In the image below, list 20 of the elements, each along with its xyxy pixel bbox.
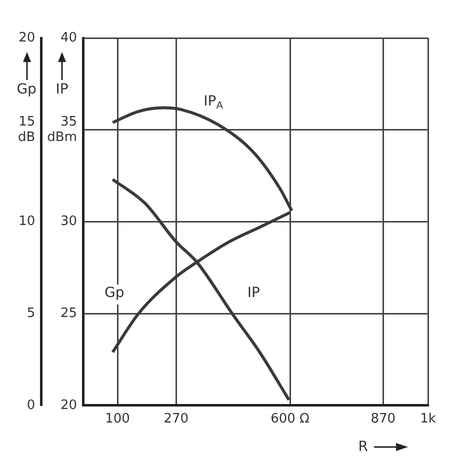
x-tick-label: 600 Ω (270, 412, 310, 427)
series-label: Gp (104, 285, 124, 302)
y2-tick-label: 35 dBm (47, 114, 78, 146)
x-tick-label: 100 (105, 412, 130, 427)
x-tick-label: 270 (164, 412, 189, 427)
y2-tick-label: 40 (60, 30, 78, 46)
y-tick-label: 5 (26, 306, 36, 321)
series-label: IP (247, 285, 260, 302)
y2-tick-label: 20 (60, 398, 78, 413)
y-tick-label: 15 dB (18, 114, 36, 146)
y-axis-title: Gp (16, 82, 37, 98)
y-tick-label: 0 (26, 398, 36, 413)
x-tick-label: 1k (420, 412, 436, 427)
y-tick-label: 20 (18, 30, 36, 46)
y2-axis-title: IP (56, 82, 68, 98)
x-axis-title: R (358, 439, 368, 456)
x-tick-label: 870 (370, 412, 396, 427)
y2-tick-label: 25 (60, 306, 78, 321)
y2-tick-label: 30 (60, 214, 78, 230)
y-tick-label: 10 (18, 214, 36, 230)
